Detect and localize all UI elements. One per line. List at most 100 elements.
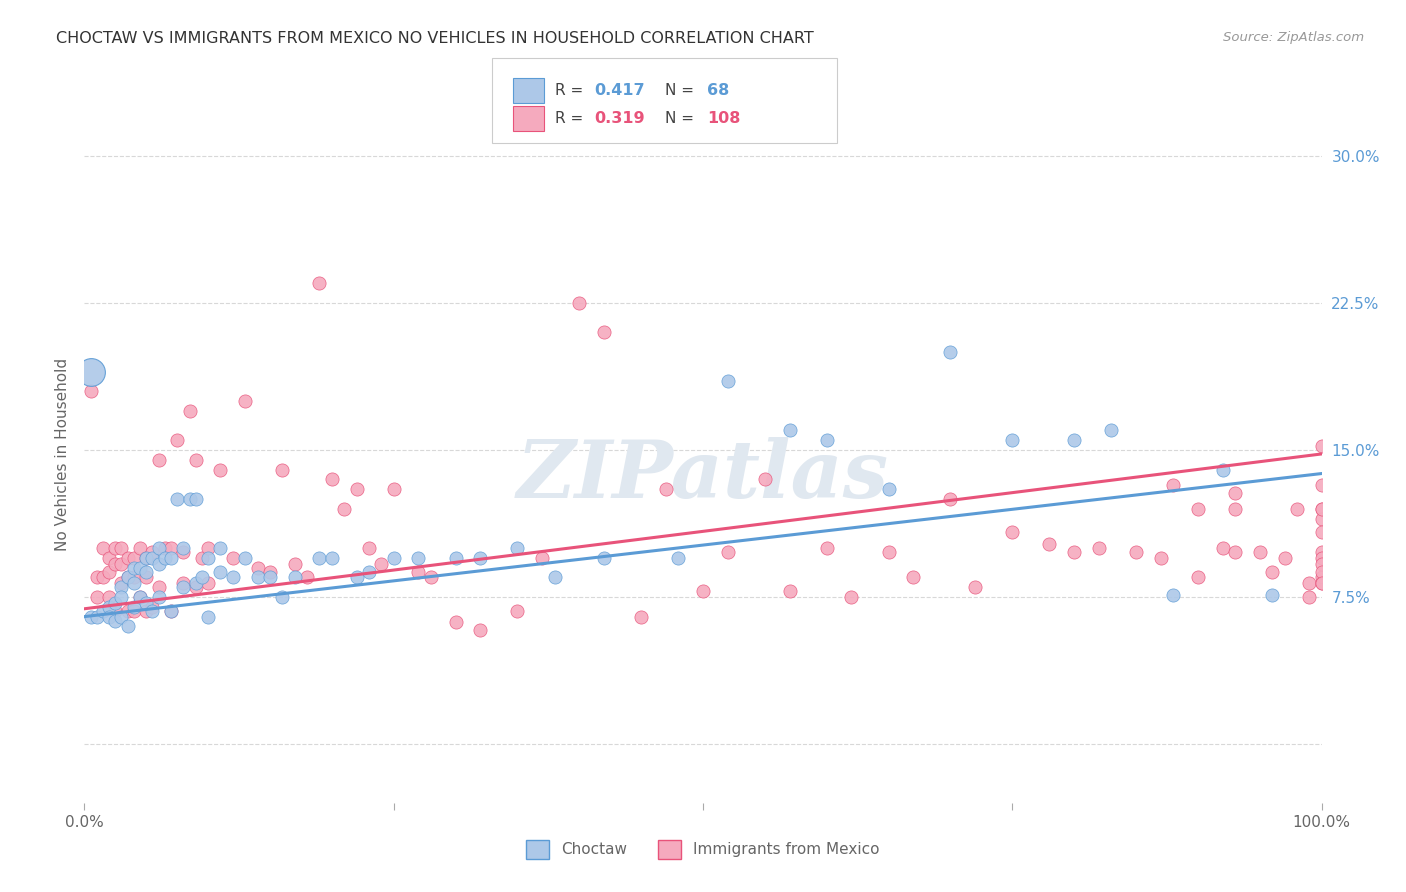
Point xyxy=(141,604,163,618)
Point xyxy=(184,452,207,467)
Point xyxy=(91,570,114,584)
Point xyxy=(98,590,121,604)
Point xyxy=(308,277,330,291)
Point xyxy=(779,584,801,599)
Point xyxy=(1310,576,1333,591)
Point xyxy=(246,560,269,574)
Point xyxy=(1001,434,1024,448)
Point xyxy=(135,570,157,584)
Point xyxy=(117,550,139,565)
Point xyxy=(903,570,925,584)
Point xyxy=(91,541,114,555)
Point xyxy=(370,557,392,571)
Point xyxy=(110,541,132,555)
Point xyxy=(593,550,616,565)
Point xyxy=(939,345,962,359)
Point xyxy=(197,609,219,624)
Point xyxy=(1212,541,1234,555)
Point xyxy=(141,599,163,614)
Point xyxy=(246,570,269,584)
Point xyxy=(1274,550,1296,565)
Point xyxy=(284,570,307,584)
Point xyxy=(593,326,616,340)
Point xyxy=(129,590,152,604)
Point xyxy=(1261,588,1284,602)
Point xyxy=(1310,439,1333,453)
Point xyxy=(1063,434,1085,448)
Point xyxy=(110,580,132,594)
Point xyxy=(209,462,232,476)
Point xyxy=(135,550,157,565)
Point xyxy=(1310,557,1333,571)
Point xyxy=(543,570,565,584)
Point xyxy=(135,550,157,565)
Point xyxy=(284,557,307,571)
Point xyxy=(1310,501,1333,516)
Point xyxy=(122,599,145,614)
Point xyxy=(1310,478,1333,492)
Point xyxy=(160,541,183,555)
Point xyxy=(98,599,121,614)
Point xyxy=(779,424,801,438)
Point xyxy=(233,394,256,409)
Point xyxy=(160,604,183,618)
Point xyxy=(86,590,108,604)
Point xyxy=(184,576,207,591)
Text: 0.319: 0.319 xyxy=(595,112,645,126)
Point xyxy=(295,570,318,584)
Point xyxy=(1310,545,1333,559)
Point xyxy=(655,482,678,496)
Point xyxy=(222,570,245,584)
Point xyxy=(197,541,219,555)
Point xyxy=(333,501,356,516)
Point xyxy=(754,472,776,486)
Point xyxy=(259,565,281,579)
Point xyxy=(271,462,294,476)
Point xyxy=(506,541,529,555)
Point xyxy=(1310,570,1333,584)
Text: 68: 68 xyxy=(707,83,730,97)
Point xyxy=(382,550,405,565)
Point xyxy=(1223,545,1246,559)
Point xyxy=(357,565,380,579)
Point xyxy=(135,604,157,618)
Point xyxy=(110,576,132,591)
Point xyxy=(630,609,652,624)
Point xyxy=(148,452,170,467)
Point xyxy=(153,550,176,565)
Text: N =: N = xyxy=(665,112,699,126)
Point xyxy=(122,604,145,618)
Point xyxy=(1125,545,1147,559)
Point xyxy=(129,541,152,555)
Point xyxy=(321,550,343,565)
Point xyxy=(1187,570,1209,584)
Point xyxy=(110,557,132,571)
Point xyxy=(197,576,219,591)
Point xyxy=(531,550,554,565)
Point xyxy=(692,584,714,599)
Point xyxy=(160,550,183,565)
Point xyxy=(1088,541,1111,555)
Point xyxy=(148,590,170,604)
Point xyxy=(122,550,145,565)
Text: CHOCTAW VS IMMIGRANTS FROM MEXICO NO VEHICLES IN HOUSEHOLD CORRELATION CHART: CHOCTAW VS IMMIGRANTS FROM MEXICO NO VEH… xyxy=(56,31,814,46)
Point xyxy=(233,550,256,565)
Point xyxy=(117,570,139,584)
Point xyxy=(1099,424,1122,438)
Point xyxy=(172,580,194,594)
Legend: Choctaw, Immigrants from Mexico: Choctaw, Immigrants from Mexico xyxy=(520,834,886,864)
Point xyxy=(1001,525,1024,540)
Point xyxy=(191,570,214,584)
Point xyxy=(308,550,330,565)
Point xyxy=(153,541,176,555)
Point xyxy=(117,619,139,633)
Point xyxy=(79,365,101,379)
Point xyxy=(209,541,232,555)
Text: N =: N = xyxy=(665,83,699,97)
Point xyxy=(98,609,121,624)
Point xyxy=(841,590,863,604)
Point xyxy=(104,614,127,628)
Text: ZIPatlas: ZIPatlas xyxy=(517,437,889,515)
Text: 108: 108 xyxy=(707,112,741,126)
Point xyxy=(1063,545,1085,559)
